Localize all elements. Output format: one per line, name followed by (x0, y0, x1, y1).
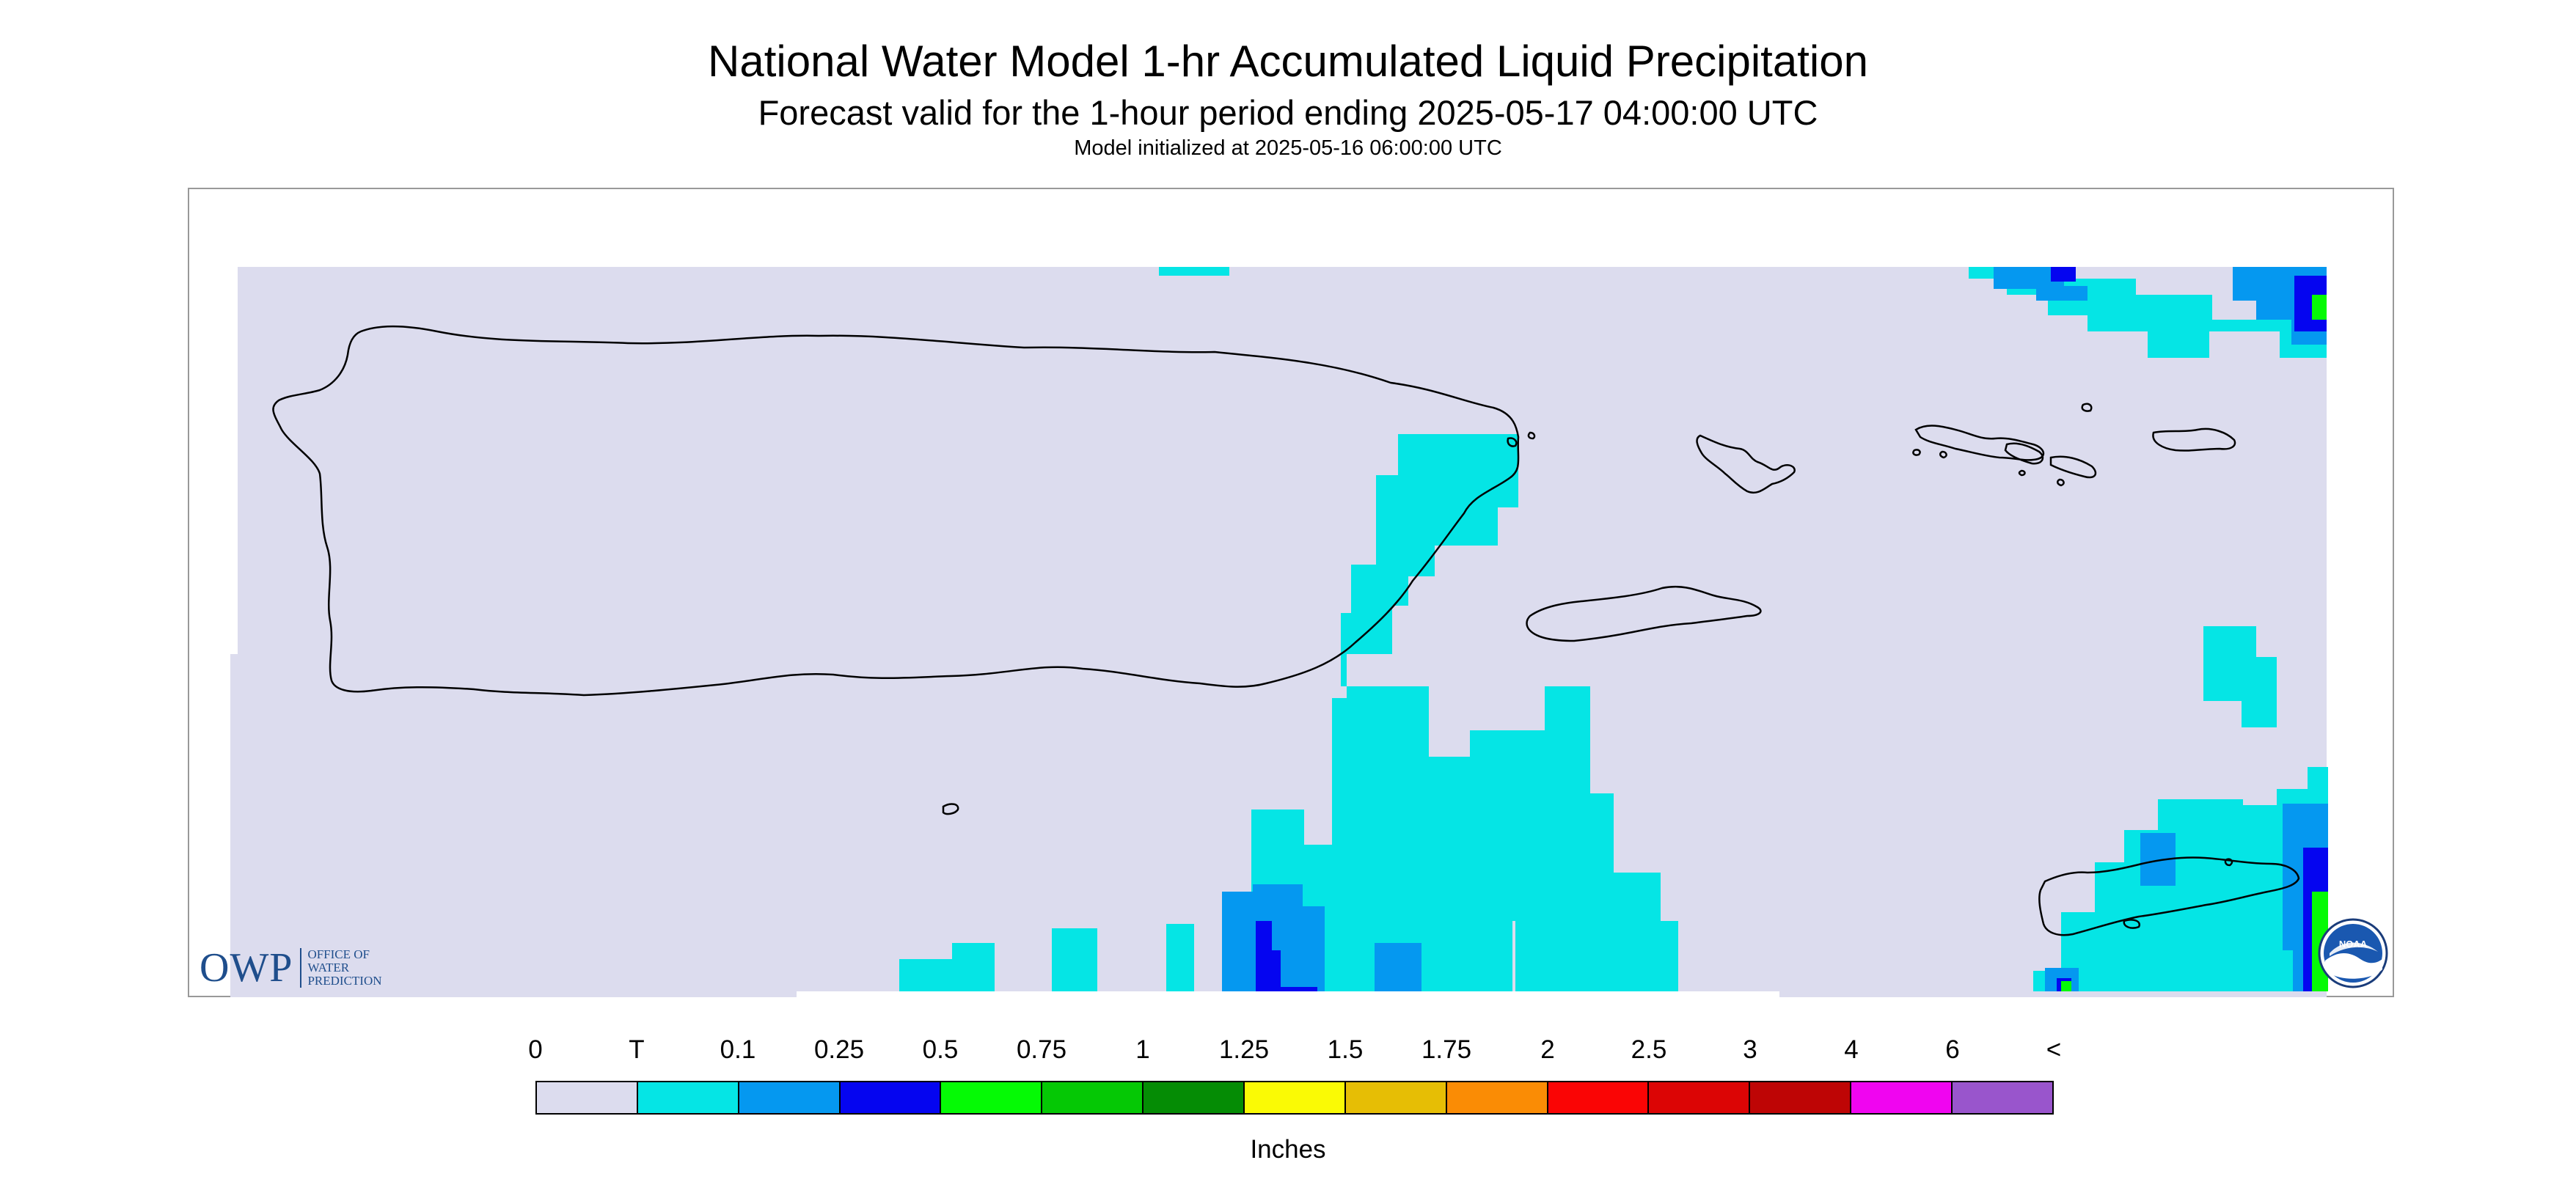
coastline-st-john (2004, 442, 2044, 465)
owp-logo: OWP OFFICE OF WATER PREDICTION (200, 946, 382, 990)
legend-labels: 0 T 0.1 0.25 0.5 0.75 1 1.25 1.5 1.75 2 2.5 3 4 6 < (0, 1034, 2576, 1075)
coastline-islet (2057, 478, 2065, 487)
coastline-st-thomas (1914, 425, 2045, 461)
precip-trace-area (1159, 267, 1229, 276)
legend-swatch (1042, 1082, 1144, 1113)
owp-logo-divider (300, 948, 302, 988)
legend-swatch (537, 1082, 638, 1113)
legend-label: 1.25 (1218, 1035, 1270, 1064)
coastline-bvi (2152, 427, 2236, 452)
coastline-islet (1912, 449, 1921, 456)
legend-swatch (1345, 1082, 1447, 1113)
owp-logo-line: OFFICE OF (307, 947, 370, 961)
precip-05-area (2312, 295, 2327, 320)
legend-swatch (840, 1082, 942, 1113)
legend-label: 2.5 (1631, 1035, 1667, 1064)
coastline-islet-east (1507, 437, 1518, 447)
legend-label: T (629, 1035, 645, 1064)
legend-label: 0 (528, 1035, 543, 1064)
coastline-vieques (1526, 585, 1762, 642)
legend-label: 0.1 (720, 1035, 756, 1064)
chart-title: National Water Model 1-hr Accumulated Li… (708, 37, 1868, 86)
legend-swatch (1548, 1082, 1650, 1113)
legend-swatch (1750, 1082, 1852, 1113)
noaa-logo-text: NOAA (2339, 939, 2368, 950)
coastline-islet (2123, 919, 2141, 929)
legend-swatch (739, 1082, 841, 1113)
coastline-culebra (1696, 434, 1796, 494)
legend-color-bar (535, 1081, 2054, 1115)
forecast-valid-subtitle: Forecast valid for the 1-hour period end… (758, 93, 1818, 132)
precip-trace-area (2203, 626, 2277, 727)
legend-label: 3 (1743, 1035, 1757, 1064)
legend-label: 1.5 (1327, 1035, 1364, 1064)
coastline-islet (2224, 858, 2233, 867)
legend-label: 2 (1540, 1035, 1555, 1064)
owp-logo-mark: OWP (200, 945, 293, 991)
legend-label: 0.75 (1016, 1035, 1067, 1064)
legend-swatch (1953, 1082, 2052, 1113)
coastlines (272, 325, 2300, 936)
coastline-small-island-south (942, 803, 959, 815)
model-domain-background-notch (230, 654, 239, 997)
legend-units-label: Inches (1250, 1135, 1326, 1164)
precip-025-area (2051, 267, 2076, 282)
precipitation-map (230, 267, 2328, 997)
coastline-islet (1939, 450, 1947, 459)
legend-swatch (1245, 1082, 1346, 1113)
legend-swatch (1851, 1082, 1953, 1113)
precip-05-area (2061, 981, 2071, 991)
coastline-islet-east (1527, 431, 1536, 440)
legend-label: 1.75 (1421, 1035, 1472, 1064)
legend-swatch (637, 1082, 739, 1113)
precip-trace-area (2033, 767, 2328, 991)
precip-01-area (1222, 884, 1325, 991)
precip-01-area (1375, 943, 1421, 991)
legend-label: 4 (1844, 1035, 1859, 1064)
coastline-puerto-rico (272, 325, 1520, 697)
precip-trace-area (1052, 434, 1678, 991)
precip-025-area (1256, 921, 1317, 991)
coastline-islet (2018, 469, 2026, 477)
legend-swatch (1446, 1082, 1548, 1113)
coastline-st-croix (2038, 856, 2300, 936)
legend-label: 1 (1135, 1035, 1150, 1064)
legend-label: 0.5 (922, 1035, 959, 1064)
precip-trace-area (899, 943, 995, 991)
noaa-logo: NOAA (2318, 918, 2388, 988)
owp-logo-text: OFFICE OF WATER PREDICTION (307, 948, 381, 988)
legend-swatch (941, 1082, 1043, 1113)
legend-label: 6 (1945, 1035, 1960, 1064)
model-init-line: Model initialized at 2025-05-16 06:00:00… (1074, 136, 1502, 160)
precip-01-area (2140, 833, 2176, 886)
owp-logo-line: WATER (307, 961, 350, 974)
legend-swatch (1144, 1082, 1245, 1113)
legend-swatch (1649, 1082, 1751, 1113)
owp-logo-line: PREDICTION (307, 974, 382, 988)
domain-edge-gap (797, 991, 1779, 997)
legend-label: 0.25 (813, 1035, 865, 1064)
legend-label: < (2046, 1035, 2062, 1064)
coastline-tortola (2049, 455, 2097, 479)
coastline-islet (2081, 403, 2093, 412)
